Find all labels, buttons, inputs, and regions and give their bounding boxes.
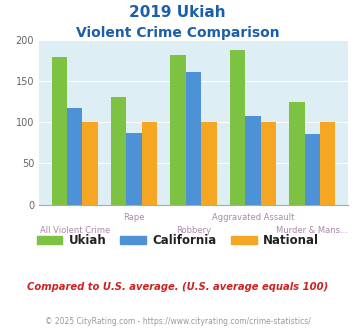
Bar <box>289 102 305 205</box>
Bar <box>186 72 201 205</box>
Text: Murder & Mans...: Murder & Mans... <box>276 226 348 235</box>
Bar <box>111 97 126 205</box>
Bar <box>305 134 320 205</box>
Text: Violent Crime Comparison: Violent Crime Comparison <box>76 26 279 40</box>
Bar <box>261 122 276 205</box>
Bar <box>245 116 261 205</box>
Text: Aggravated Assault: Aggravated Assault <box>212 213 294 222</box>
Legend: Ukiah, California, National: Ukiah, California, National <box>32 229 323 251</box>
Bar <box>82 122 98 205</box>
Text: 2019 Ukiah: 2019 Ukiah <box>129 5 226 20</box>
Text: Robbery: Robbery <box>176 226 211 235</box>
Bar <box>126 133 142 205</box>
Bar <box>320 122 335 205</box>
Bar <box>170 55 186 205</box>
Bar <box>230 50 245 205</box>
Bar <box>51 57 67 205</box>
Text: Rape: Rape <box>123 213 145 222</box>
Text: Compared to U.S. average. (U.S. average equals 100): Compared to U.S. average. (U.S. average … <box>27 282 328 292</box>
Bar <box>67 108 82 205</box>
Bar <box>142 122 157 205</box>
Text: All Violent Crime: All Violent Crime <box>39 226 110 235</box>
Bar <box>201 122 217 205</box>
Text: © 2025 CityRating.com - https://www.cityrating.com/crime-statistics/: © 2025 CityRating.com - https://www.city… <box>45 317 310 326</box>
